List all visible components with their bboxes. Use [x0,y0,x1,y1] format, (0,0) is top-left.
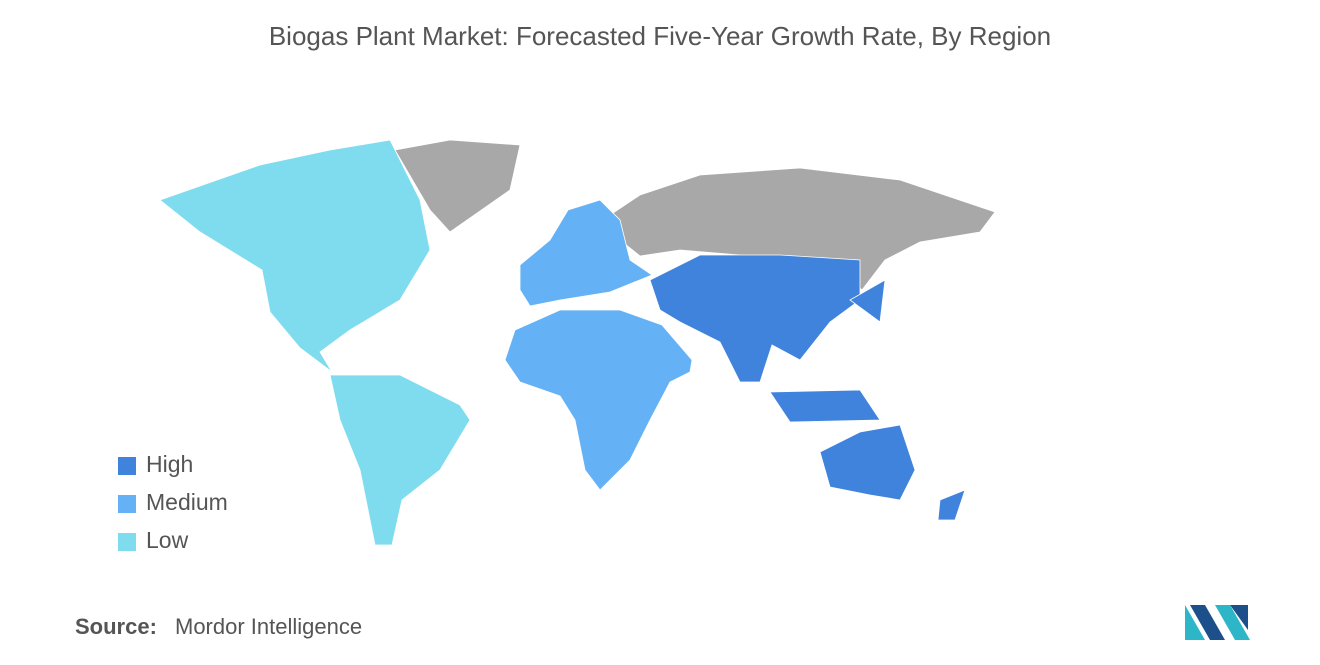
australia [819,424,916,501]
asia [649,254,861,383]
legend-label: Low [146,527,189,553]
world-map [159,139,996,546]
southeast-asia-islands [769,389,881,423]
legend-label: High [146,451,193,477]
europe [519,199,653,307]
title: Biogas Plant Market: Forecasted Five-Yea… [269,21,1051,51]
source-text: Mordor Intelligence [175,614,362,639]
source-label: Source: [75,614,157,639]
logo [1185,605,1250,640]
legend-swatch [118,495,136,513]
south-america [329,374,471,546]
africa-middle-east [504,309,693,491]
legend-swatch [118,533,136,551]
greenland [394,139,521,233]
legend-label: Medium [146,489,228,515]
japan [849,279,886,323]
legend-swatch [118,457,136,475]
russia [609,167,996,291]
new-zealand [937,489,966,521]
north-america [159,139,431,373]
legend: High Medium Low [118,451,228,553]
